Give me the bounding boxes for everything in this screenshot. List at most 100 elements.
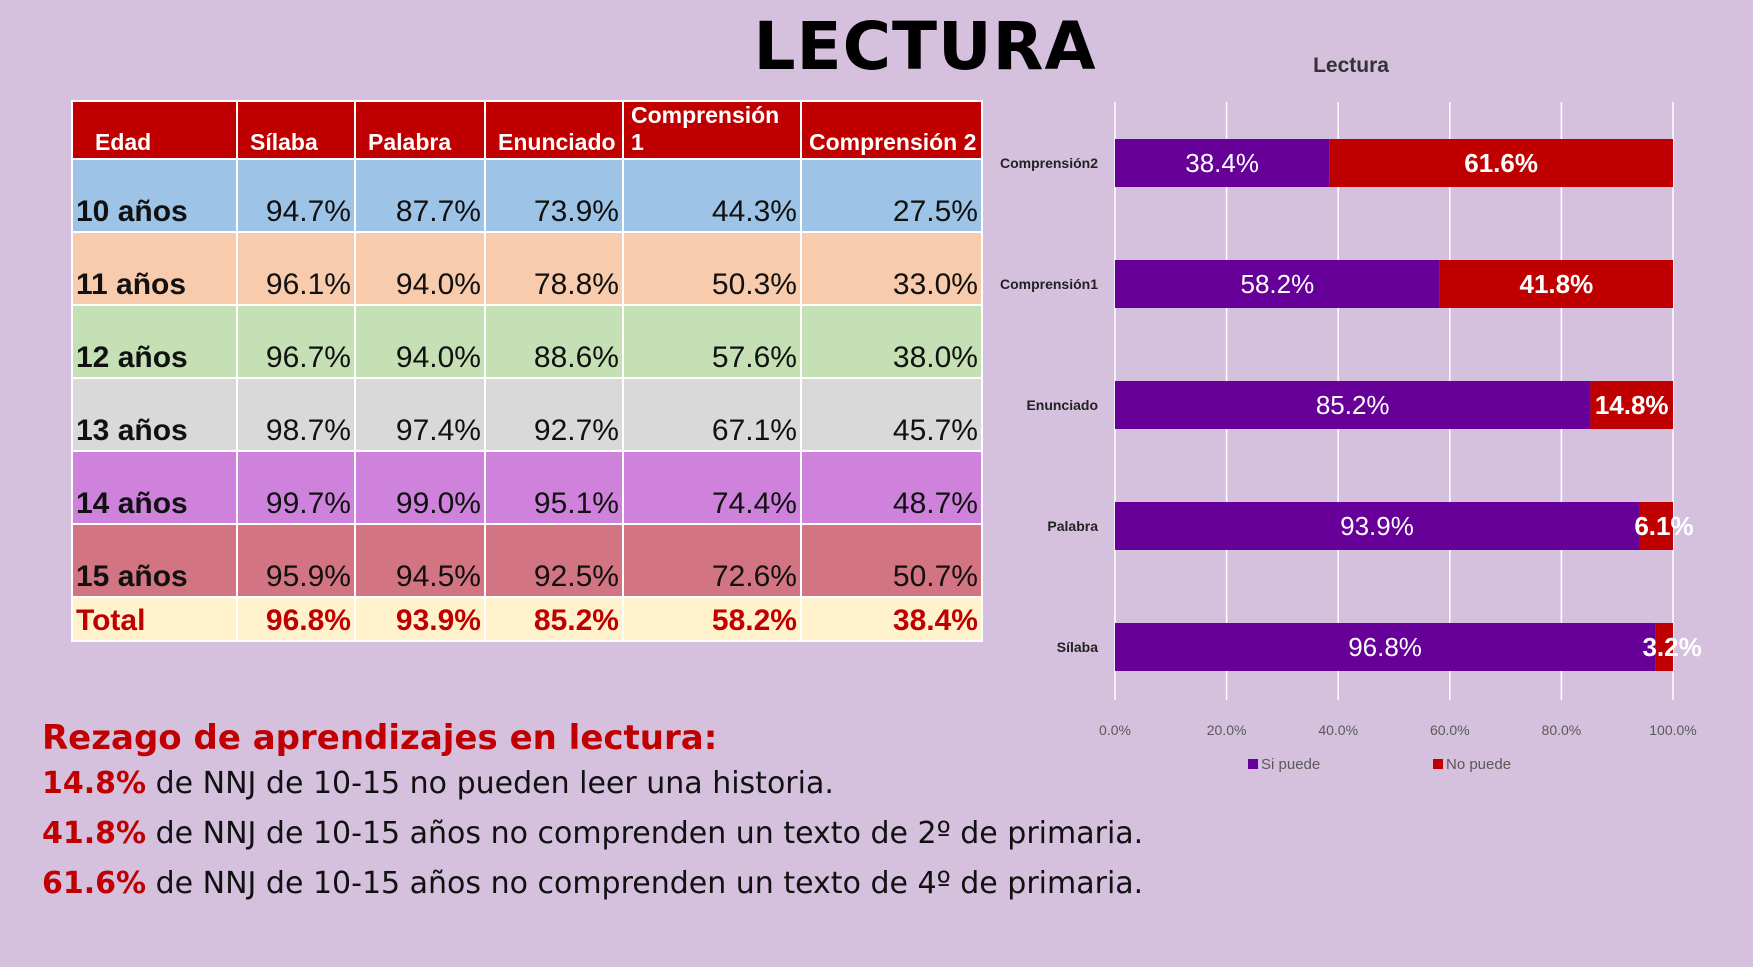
value-cell: 95.1%: [484, 450, 624, 525]
x-tick-label: 0.0%: [1099, 722, 1131, 738]
reading-table: Edad Sílaba Palabra Enunciado Comprensió…: [71, 100, 983, 642]
category-labels: Comprensión2 Comprensión1 Enunciado Palabra…: [1000, 155, 1098, 655]
header-cell: Comprensión 1: [622, 100, 802, 160]
chart-title: Lectura: [1313, 54, 1389, 77]
value-cell: 88.6%: [484, 304, 624, 379]
bars: 38.4% 61.6% 58.2% 41.8% 85.2% 14.8% 93.9% 6.1% 9…: [1115, 139, 1702, 671]
x-tick-label: 100.0%: [1649, 722, 1696, 738]
age-cell: 14 años: [71, 450, 238, 525]
value-cell: 99.0%: [354, 450, 486, 525]
value-cell: 94.5%: [354, 523, 486, 598]
value-cell: 45.7%: [800, 377, 983, 452]
value-cell: 96.1%: [236, 231, 356, 306]
summary-line: 14.8% de NNJ de 10-15 no pueden leer una…: [42, 766, 1143, 806]
data-label: 96.8%: [1348, 632, 1422, 662]
x-tick-label: 40.0%: [1318, 722, 1358, 738]
value-cell: 50.3%: [622, 231, 802, 306]
value-cell: 27.5%: [800, 158, 983, 233]
bar-segment: [1329, 139, 1673, 187]
value-cell: 48.7%: [800, 450, 983, 525]
legend-label: Si puede: [1261, 756, 1320, 773]
bar-segment: [1115, 139, 1330, 187]
data-label: 3.2%: [1642, 632, 1701, 662]
value-cell: 99.7%: [236, 450, 356, 525]
data-label: 61.6%: [1464, 148, 1538, 178]
x-tick-labels: 0.0% 20.0% 40.0% 60.0% 80.0% 100.0%: [1099, 722, 1697, 738]
bar-segment: [1115, 502, 1639, 550]
summary-percent: 41.8%: [42, 816, 147, 851]
value-cell: 98.7%: [236, 377, 356, 452]
summary-percent: 61.6%: [42, 866, 147, 901]
value-cell: 78.8%: [484, 231, 624, 306]
value-cell: 67.1%: [622, 377, 802, 452]
table-row: 10 años 94.7% 87.7% 73.9% 44.3% 27.5%: [71, 158, 983, 233]
table-row: 15 años 95.9% 94.5% 92.5% 72.6% 50.7%: [71, 523, 983, 598]
category-label: Sílaba: [1057, 639, 1098, 655]
value-cell: 57.6%: [622, 304, 802, 379]
x-tick-label: 80.0%: [1542, 722, 1582, 738]
summary-text: de NNJ de 10-15 no pueden leer una histo…: [146, 766, 834, 801]
value-cell: 94.7%: [236, 158, 356, 233]
table-row: 13 años 98.7% 97.4% 92.7% 67.1% 45.7%: [71, 377, 983, 452]
table-header-row: Edad Sílaba Palabra Enunciado Comprensió…: [71, 100, 983, 160]
header-cell: Comprensión 2: [800, 100, 983, 160]
value-cell: 73.9%: [484, 158, 624, 233]
table-total-row: Total 96.8% 93.9% 85.2% 58.2% 38.4%: [71, 596, 983, 642]
table-row: 11 años 96.1% 94.0% 78.8% 50.3% 33.0%: [71, 231, 983, 306]
value-cell: 95.9%: [236, 523, 356, 598]
bar-segment: [1590, 381, 1673, 429]
data-label: 93.9%: [1340, 511, 1414, 541]
bar-segment: [1439, 260, 1673, 308]
slide-title: LECTURA: [753, 8, 1097, 85]
total-cell: 58.2%: [622, 596, 802, 642]
legend: Si puede No puede: [1248, 756, 1511, 773]
data-label: 38.4%: [1185, 148, 1259, 178]
value-cell: 94.0%: [354, 231, 486, 306]
legend-swatch: [1248, 759, 1258, 769]
table-row: 14 años 99.7% 99.0% 95.1% 74.4% 48.7%: [71, 450, 983, 525]
x-tick-label: 20.0%: [1207, 722, 1247, 738]
summary-block: Rezago de aprendizajes en lectura: 14.8%…: [42, 718, 1143, 916]
value-cell: 97.4%: [354, 377, 486, 452]
header-cell: Palabra: [354, 100, 486, 160]
bar-segment: [1655, 623, 1673, 671]
value-cell: 72.6%: [622, 523, 802, 598]
total-cell: 93.9%: [354, 596, 486, 642]
summary-percent: 14.8%: [42, 766, 147, 801]
bar-segment: [1638, 502, 1673, 550]
bar-segment: [1115, 260, 1440, 308]
age-cell: 11 años: [71, 231, 238, 306]
age-cell: 15 años: [71, 523, 238, 598]
value-cell: 74.4%: [622, 450, 802, 525]
data-label: 41.8%: [1520, 269, 1594, 299]
header-cell: Edad: [71, 100, 238, 160]
summary-line: 41.8% de NNJ de 10-15 años no comprenden…: [42, 816, 1143, 856]
data-label: 6.1%: [1634, 511, 1693, 541]
summary-heading: Rezago de aprendizajes en lectura:: [42, 718, 718, 758]
value-cell: 44.3%: [622, 158, 802, 233]
data-label: 58.2%: [1241, 269, 1315, 299]
value-cell: 92.7%: [484, 377, 624, 452]
summary-text: de NNJ de 10-15 años no comprenden un te…: [146, 816, 1144, 851]
data-label: 85.2%: [1316, 390, 1390, 420]
value-cell: 33.0%: [800, 231, 983, 306]
legend-label: No puede: [1446, 756, 1511, 773]
header-cell: Sílaba: [236, 100, 356, 160]
total-label: Total: [71, 596, 238, 642]
value-cell: 92.5%: [484, 523, 624, 598]
summary-text: de NNJ de 10-15 años no comprenden un te…: [146, 866, 1144, 901]
value-cell: 50.7%: [800, 523, 983, 598]
value-cell: 87.7%: [354, 158, 486, 233]
age-cell: 13 años: [71, 377, 238, 452]
summary-line: 61.6% de NNJ de 10-15 años no comprenden…: [42, 866, 1143, 906]
data-label: 14.8%: [1595, 390, 1669, 420]
total-cell: 38.4%: [800, 596, 983, 642]
value-cell: 94.0%: [354, 304, 486, 379]
bar-segment: [1115, 381, 1591, 429]
category-label: Enunciado: [1026, 397, 1098, 413]
age-cell: 12 años: [71, 304, 238, 379]
value-cell: 38.0%: [800, 304, 983, 379]
x-tick-label: 60.0%: [1430, 722, 1470, 738]
legend-swatch: [1433, 759, 1443, 769]
